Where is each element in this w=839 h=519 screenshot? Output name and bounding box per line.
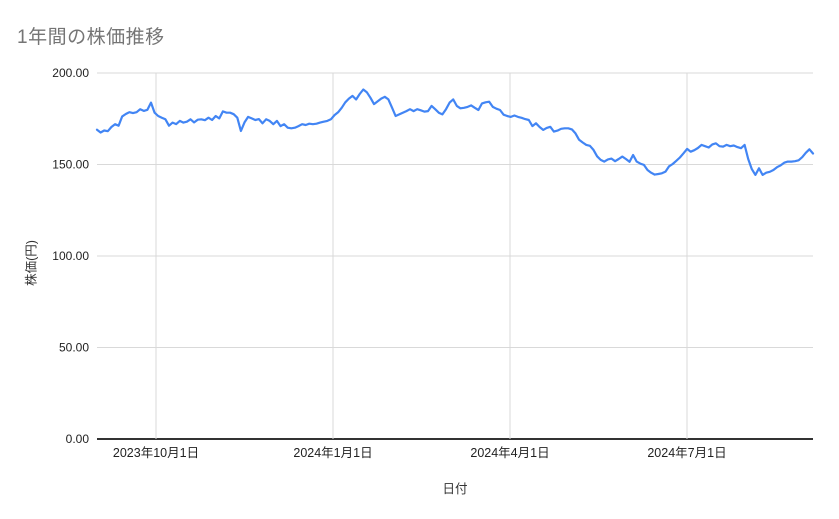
x-tick-label: 2024年7月1日 bbox=[647, 446, 726, 460]
chart-title: 1年間の株価推移 bbox=[17, 27, 165, 48]
x-tick-label: 2024年1月1日 bbox=[293, 446, 372, 460]
stock-price-series-line bbox=[95, 88, 815, 176]
x-axis-title: 日付 bbox=[442, 482, 468, 496]
y-tick-label: 0.00 bbox=[66, 432, 90, 446]
x-tick-label: 2023年10月1日 bbox=[113, 446, 199, 460]
x-tick-label: 2024年4月1日 bbox=[470, 446, 549, 460]
y-tick-label: 150.00 bbox=[52, 158, 89, 172]
y-tick-label: 100.00 bbox=[52, 249, 89, 263]
y-tick-label: 200.00 bbox=[52, 66, 89, 80]
y-tick-label: 50.00 bbox=[59, 341, 89, 355]
y-axis-title: 株価(円) bbox=[24, 240, 39, 286]
